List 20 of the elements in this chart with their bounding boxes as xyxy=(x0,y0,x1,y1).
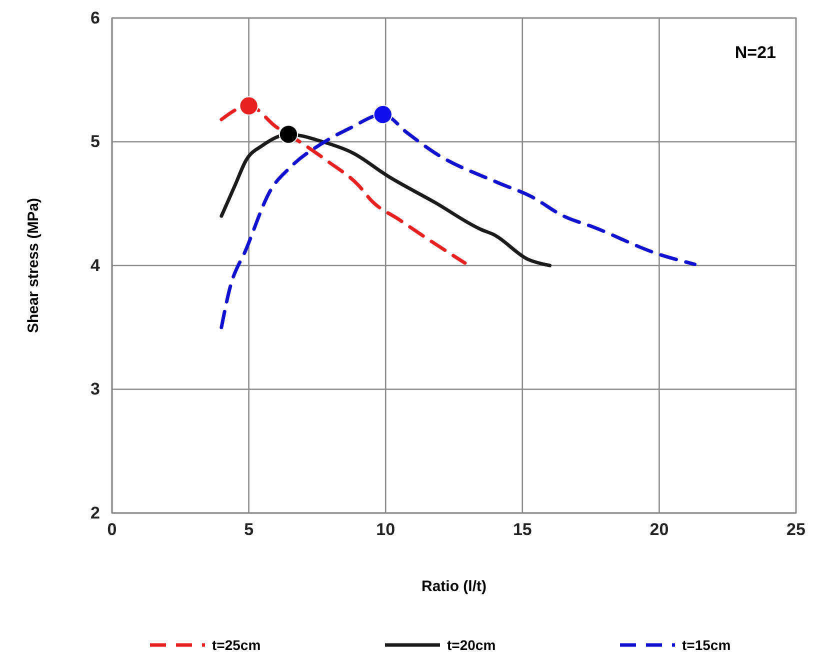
x-tick-label: 20 xyxy=(650,520,669,540)
x-tick-label: 5 xyxy=(244,520,254,540)
point xyxy=(278,124,298,144)
y-tick-label: 5 xyxy=(90,132,100,152)
x-tick-label: 15 xyxy=(512,520,532,540)
x-tick-label: 10 xyxy=(376,520,396,540)
y-axis-title: Shear stress (MPa) xyxy=(25,198,42,334)
legend-label: t=15cm xyxy=(682,637,731,653)
y-tick-label: 3 xyxy=(90,380,100,399)
y-tick-label: 4 xyxy=(90,256,101,275)
x-axis-title: Ratio (l/t) xyxy=(422,578,486,595)
annotation: N=21 xyxy=(734,43,776,62)
y-tick-label: 6 xyxy=(90,8,100,28)
point xyxy=(373,104,392,124)
y-tick-label: 2 xyxy=(90,503,100,522)
x-tick-label: 0 xyxy=(107,520,117,540)
legend-label: t=25cm xyxy=(212,637,261,653)
x-tick-label: 25 xyxy=(786,520,806,540)
legend-label: t=20cm xyxy=(447,637,496,653)
point xyxy=(239,96,258,116)
